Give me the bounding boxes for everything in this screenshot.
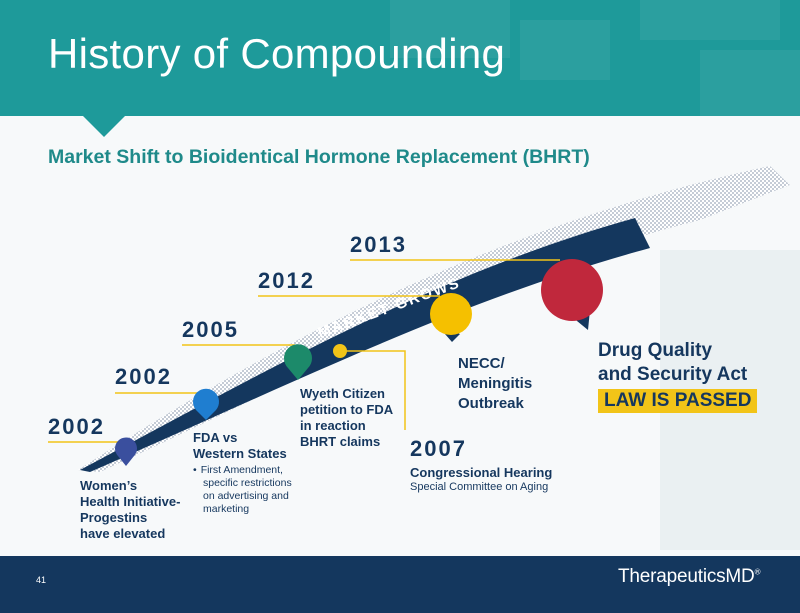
year-2007: 2007 [410,436,467,461]
header-tile [640,0,780,40]
page-title: History of Compounding [48,30,506,77]
pin-2013 [541,259,603,330]
company-logo: TherapeuticsMD® [618,566,761,587]
footer-band [0,556,800,613]
header-notch [82,115,126,137]
year-2012: 2012 [258,268,315,293]
header-tile [700,50,800,116]
year-2002-second: 2002 [115,364,172,389]
year-2002-first: 2002 [48,414,105,439]
connector-2007 [340,350,406,430]
law-passed-badge: LAW IS PASSED [598,389,758,413]
year-2013: 2013 [350,232,407,257]
market-arrow [80,218,650,472]
hearing-detail: Special Committee on Aging [410,481,549,493]
pin-2005 [284,344,313,380]
event-label-dqsa: Drug Quality and Security Act LAW IS PAS… [598,339,758,413]
event-label-necc: NECC/ Meningitis Outbreak [458,355,533,412]
event-label-hearing: Congressional Hearing Special Committee … [410,465,553,493]
event-label-fda: FDA vs Western States First Amendment,sp… [193,430,292,516]
page-number: 41 [36,575,47,585]
header-tile [520,20,610,80]
header-band [0,0,800,116]
pin-2002-whi [115,437,137,466]
fda-bullet-list: First Amendment,specific restrictionson … [193,464,292,516]
header-tile [390,0,510,58]
page-subtitle: Market Shift to Bioidentical Hormone Rep… [48,146,590,168]
event-label-wyeth: Wyeth Citizen petition to FDA in reactio… [300,386,394,449]
year-2005: 2005 [182,317,239,342]
pin-2002-fda [193,388,219,420]
pin-2007 [333,344,347,358]
event-label-whi: Women’s Health Initiative- Progestins ha… [80,478,181,541]
pin-2012 [430,293,472,342]
